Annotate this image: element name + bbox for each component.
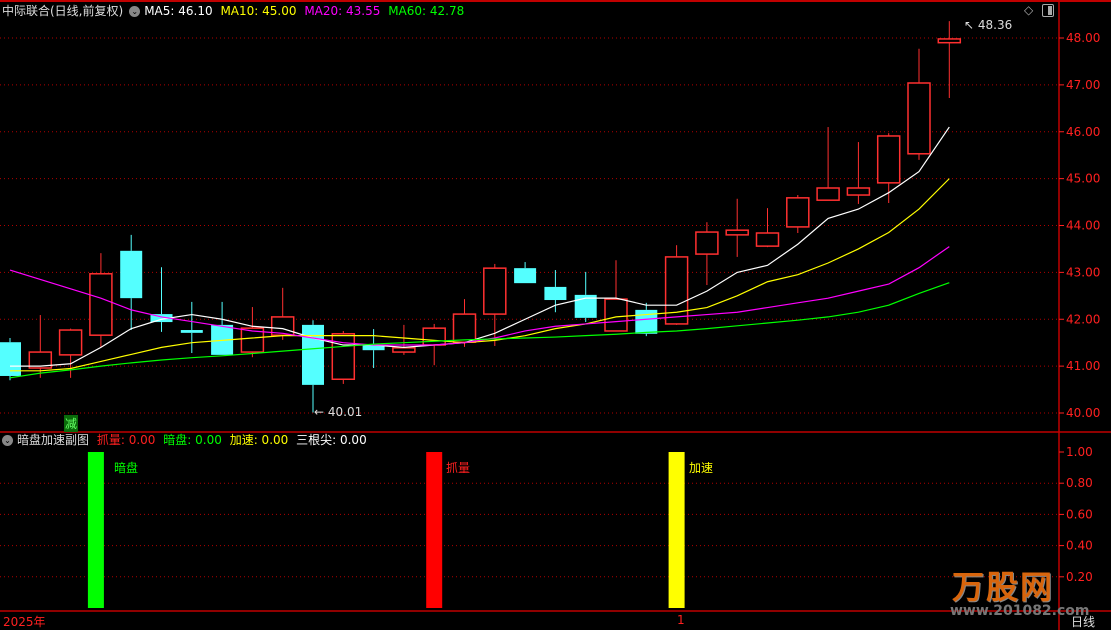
sub-chart-header: ⌄ 暗盘加速副图 抓量: 0.00 暗盘: 0.00 加速: 0.00 三根尖: … — [2, 433, 371, 447]
price-tick-label: 40.00 — [1066, 406, 1100, 420]
ma-line-ma20 — [9, 246, 950, 346]
logo-wangu: 万股网 — [952, 562, 1054, 608]
zhualiang-label: 抓量 — [96, 433, 121, 447]
candle-body — [28, 351, 53, 369]
sub-title: 暗盘加速副图 — [17, 433, 90, 447]
candle-body — [89, 273, 113, 336]
price-tick-label: 41.00 — [1066, 359, 1100, 373]
indicator-tick-label: 0.80 — [1066, 476, 1093, 490]
indicator-tick-label: 1.00 — [1066, 445, 1093, 459]
price-tick-label: 48.00 — [1066, 31, 1100, 45]
candle-body — [452, 313, 477, 343]
candle-body — [907, 82, 931, 155]
indicator-tick-label: 0.40 — [1066, 539, 1093, 553]
candle-body — [664, 256, 689, 325]
candle-body — [392, 347, 416, 353]
reduce-tag: 减 — [64, 415, 79, 432]
indicator-tick-label: 0.60 — [1066, 507, 1093, 521]
candle-body — [816, 187, 840, 201]
indicator-bar — [87, 452, 104, 608]
zhualiang-value: : 0.00 — [120, 433, 156, 447]
low-price-value: 40.01 — [327, 405, 363, 419]
price-tick-label: 43.00 — [1066, 265, 1100, 279]
sangenjian-label: 三根尖 — [296, 433, 333, 447]
bar-label-jiasu: 加速 — [689, 461, 714, 475]
ma10-value: MA10: 45.00 — [220, 4, 297, 18]
high-price-value: 48.36 — [977, 18, 1013, 32]
period-label[interactable]: 日线 — [1071, 615, 1096, 629]
candle-body — [755, 232, 780, 247]
dropdown-chevron-icon[interactable]: ⌄ — [129, 6, 141, 17]
ma60-value: MA60: 42.78 — [388, 4, 465, 18]
indicator-tick-label: 0.20 — [1066, 570, 1093, 584]
bar-label-anpan: 暗盘 — [114, 461, 139, 475]
panel-toggle-icon[interactable] — [1042, 4, 1054, 17]
logo-url: www.201082.com — [950, 603, 1090, 619]
candle-body — [695, 231, 719, 255]
logo-text: 万股网 — [952, 568, 1055, 606]
candle-body — [150, 314, 173, 323]
candle-body — [120, 250, 143, 299]
ma-line-ma5 — [10, 126, 950, 367]
anpan-value: : 0.00 — [187, 433, 222, 447]
candle-body — [240, 327, 265, 353]
sangenjian-value: : 0.00 — [332, 433, 367, 447]
jiasu-label: 加速 — [229, 433, 254, 447]
ma-line-ma10 — [10, 178, 950, 372]
ma-line-ma60 — [9, 282, 950, 379]
stock-title: 中际联合(日线,前复权) — [2, 4, 124, 18]
price-tick-label: 45.00 — [1066, 172, 1100, 186]
candle-body — [725, 229, 749, 236]
price-tick-label: 44.00 — [1066, 219, 1100, 233]
candle-body — [58, 329, 83, 356]
ma5-value: MA5: 46.10 — [144, 4, 213, 18]
candle-body — [937, 38, 962, 44]
price-tick-label: 46.00 — [1066, 125, 1100, 139]
candle-body — [362, 345, 385, 351]
candle-body — [483, 267, 507, 315]
candle-body — [514, 268, 537, 284]
low-price-label: ← 40.01 — [314, 405, 363, 419]
candle-body — [0, 342, 21, 376]
ma20-value: MA20: 43.55 — [304, 4, 381, 18]
indicator-bar — [426, 452, 443, 608]
month-marker: 1 — [677, 613, 685, 627]
candle-body — [574, 294, 597, 318]
indicator-bar — [668, 452, 685, 608]
jiasu-value: : 0.00 — [253, 433, 289, 447]
candle-body — [635, 309, 658, 334]
diamond-icon[interactable]: ◇ — [1024, 3, 1034, 17]
candle-body — [422, 327, 446, 346]
year-label: 2025年 — [3, 615, 46, 629]
anpan-label: 暗盘 — [163, 433, 188, 447]
candle-body — [544, 286, 567, 301]
dropdown-chevron-icon[interactable]: ⌄ — [2, 435, 13, 446]
candle-body — [604, 298, 628, 332]
main-chart-header: 中际联合(日线,前复权) ⌄ MA5: 46.10 MA10: 45.00 MA20… — [2, 4, 468, 18]
candle-body — [331, 333, 356, 380]
candle-body — [876, 135, 901, 184]
bar-label-zhualiang: 抓量 — [446, 461, 471, 475]
candle-body — [302, 324, 324, 385]
price-tick-label: 47.00 — [1066, 78, 1100, 92]
candle-body — [786, 197, 810, 228]
price-tick-label: 42.00 — [1066, 312, 1100, 326]
high-price-label: ↖ 48.36 — [964, 18, 1013, 32]
candle-body — [180, 330, 203, 333]
candle-body — [846, 187, 871, 196]
